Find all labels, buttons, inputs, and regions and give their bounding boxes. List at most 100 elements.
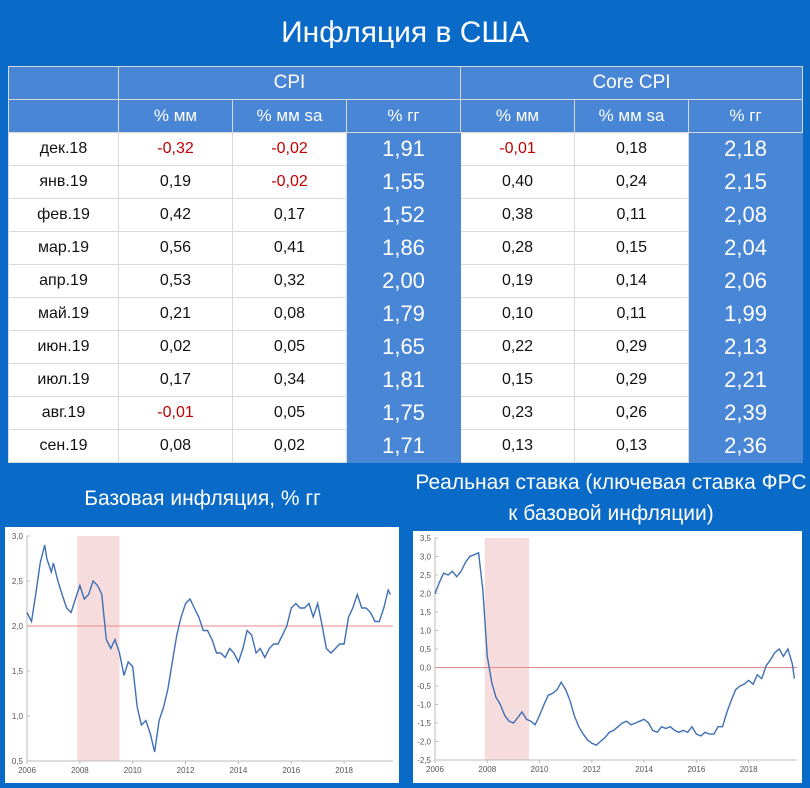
table-cell: 0,26 xyxy=(574,396,690,430)
row-label: авг.19 xyxy=(8,396,119,430)
x-tick-label: 2010 xyxy=(531,765,549,774)
y-tick-label: 2,0 xyxy=(12,622,24,631)
x-tick-label: 2012 xyxy=(177,766,195,775)
x-tick-label: 2018 xyxy=(740,765,758,774)
table-cell: 0,13 xyxy=(460,429,576,463)
table-cell: 0,05 xyxy=(232,330,347,364)
row-label: июл.19 xyxy=(8,363,119,397)
table-cell: 0,17 xyxy=(232,198,347,232)
y-tick-label: -1,0 xyxy=(417,701,431,710)
table-cell: 1,86 xyxy=(345,231,462,265)
y-tick-label: 0,0 xyxy=(420,664,432,673)
y-tick-label: -1,5 xyxy=(417,719,431,728)
table-cell: 0,05 xyxy=(232,396,347,430)
table-cell: 1,71 xyxy=(345,429,462,463)
table-cell: 0,29 xyxy=(574,330,690,364)
table-cell: 0,18 xyxy=(574,132,690,166)
page-title: Инфляция в США xyxy=(281,16,529,49)
table-cell: -0,01 xyxy=(118,396,233,430)
table-cell: 0,17 xyxy=(118,363,233,397)
inflation-table: CPI Core CPI % мм % мм sa % гг % мм % мм… xyxy=(8,66,804,463)
recession-band xyxy=(77,536,120,761)
table-cell: 0,14 xyxy=(574,264,690,298)
y-tick-label: 2,0 xyxy=(420,590,432,599)
row-label: май.19 xyxy=(8,297,119,331)
table-cell: 1,65 xyxy=(345,330,462,364)
table-cell: 2,21 xyxy=(688,363,804,397)
row-label: июн.19 xyxy=(8,330,119,364)
row-label: фев.19 xyxy=(8,198,119,232)
x-tick-label: 2006 xyxy=(426,765,444,774)
table-cell: 1,81 xyxy=(345,363,462,397)
chart-real-rate-svg: -2,5 -2,0 -1,5 -1,0 -0,5 0,0 0,5 1,0 1,5 2,0 2,5 3,… xyxy=(417,534,797,774)
table-cell: 2,39 xyxy=(688,396,804,430)
row-label: апр.19 xyxy=(8,264,119,298)
column-header: % мм xyxy=(460,99,576,133)
y-tick-label: 2,5 xyxy=(420,571,432,580)
table-cell: 2,00 xyxy=(345,264,462,298)
table-row: авг.19 -0,01 0,05 1,75 0,23 0,26 2,39 xyxy=(8,396,804,430)
table-cell: 1,79 xyxy=(345,297,462,331)
row-label: мар.19 xyxy=(8,231,119,265)
table-cell: 2,15 xyxy=(688,165,804,199)
table-cell: 0,32 xyxy=(232,264,347,298)
x-tick-label: 2010 xyxy=(124,766,142,775)
chart-title-real-rate: Реальная ставка (ключевая ставка ФРС к б… xyxy=(415,471,807,525)
y-tick-label: -2,5 xyxy=(417,756,431,765)
table-row: июн.19 0,02 0,05 1,65 0,22 0,29 2,13 xyxy=(8,330,804,364)
table-cell: -0,32 xyxy=(118,132,233,166)
chart-core-inflation-svg: 0,5 1,0 1,5 2,0 2,5 3,0 2006 2008 2010 2012 2014 20… xyxy=(12,532,393,775)
table-cell: 0,02 xyxy=(232,429,347,463)
table-cell: 0,23 xyxy=(460,396,576,430)
table-row: апр.19 0,53 0,32 2,00 0,19 0,14 2,06 xyxy=(8,264,804,298)
x-tick-label: 2008 xyxy=(478,765,496,774)
column-header: % гг xyxy=(688,99,804,133)
table-cell: 0,13 xyxy=(574,429,690,463)
table-cell: 0,56 xyxy=(118,231,233,265)
table-row: июл.19 0,17 0,34 1,81 0,15 0,29 2,21 xyxy=(8,363,804,397)
x-tick-label: 2014 xyxy=(635,765,653,774)
column-header: % мм xyxy=(118,99,233,133)
table-cell: 0,29 xyxy=(574,363,690,397)
y-tick-label: 0,5 xyxy=(12,757,24,766)
table-row: сен.19 0,08 0,02 1,71 0,13 0,13 2,36 xyxy=(8,429,804,463)
table-cell: 1,75 xyxy=(345,396,462,430)
table-cell: 2,04 xyxy=(688,231,804,265)
table-row: янв.19 0,19 -0,02 1,55 0,40 0,24 2,15 xyxy=(8,165,804,199)
table-cell: 0,42 xyxy=(118,198,233,232)
table-cell: 0,41 xyxy=(232,231,347,265)
row-label: янв.19 xyxy=(8,165,119,199)
series-line xyxy=(434,551,796,747)
table-cell: 0,02 xyxy=(118,330,233,364)
table-cell: 1,55 xyxy=(345,165,462,199)
recession-band xyxy=(484,538,530,760)
table-row: мар.19 0,56 0,41 1,86 0,28 0,15 2,04 xyxy=(8,231,804,265)
x-tick-label: 2016 xyxy=(282,766,300,775)
table-cell: 2,13 xyxy=(688,330,804,364)
table-cell: 0,38 xyxy=(460,198,576,232)
table-cell: 2,06 xyxy=(688,264,804,298)
table-cell: -0,02 xyxy=(232,132,347,166)
table-cell: 1,52 xyxy=(345,198,462,232)
y-tick-label: -2,0 xyxy=(417,738,431,747)
table-cell: 0,08 xyxy=(118,429,233,463)
group-header-core-cpi: Core CPI xyxy=(460,66,804,100)
y-tick-label: 3,5 xyxy=(420,534,432,543)
table-cell: 2,36 xyxy=(688,429,804,463)
y-tick-label: 1,5 xyxy=(420,608,432,617)
x-tick-label: 2012 xyxy=(583,765,601,774)
column-header: % гг xyxy=(345,99,462,133)
y-tick-label: 3,0 xyxy=(420,553,432,562)
y-tick-label: 2,5 xyxy=(12,577,24,586)
x-tick-label: 2014 xyxy=(230,766,248,775)
table-cell: 0,28 xyxy=(460,231,576,265)
table-row: май.19 0,21 0,08 1,79 0,10 0,11 1,99 xyxy=(8,297,804,331)
table-cell: 0,11 xyxy=(574,198,690,232)
table-cell: 0,21 xyxy=(118,297,233,331)
y-tick-label: 0,5 xyxy=(420,645,432,654)
table-cell: 1,91 xyxy=(345,132,462,166)
table-cell: 0,08 xyxy=(232,297,347,331)
x-tick-label: 2008 xyxy=(71,766,89,775)
y-tick-label: -0,5 xyxy=(417,682,431,691)
column-header: % мм sa xyxy=(574,99,690,133)
